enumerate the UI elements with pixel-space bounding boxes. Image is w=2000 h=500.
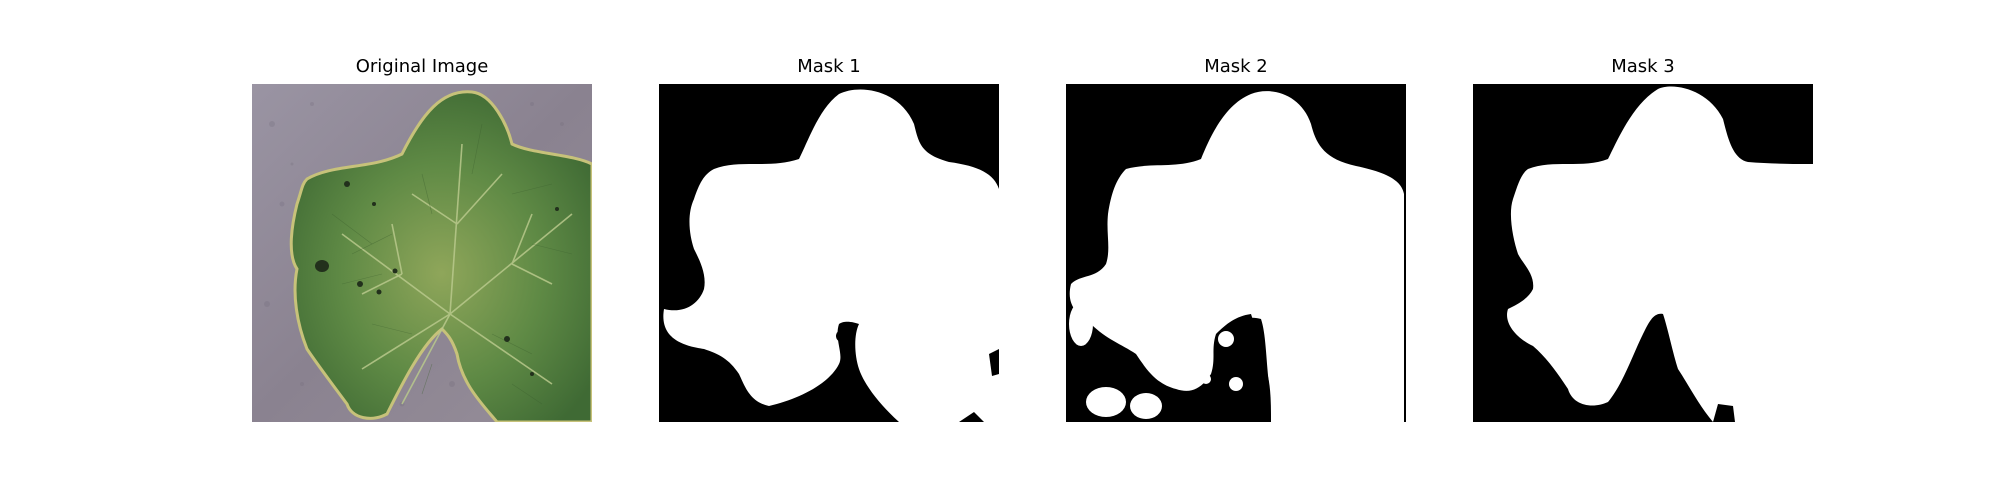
original-image xyxy=(252,84,592,422)
panel-title: Original Image xyxy=(355,56,489,77)
panel-original-image: Original Image xyxy=(252,56,592,422)
panel-title: Mask 3 xyxy=(1611,56,1675,77)
mask-image xyxy=(1066,84,1406,422)
panel-mask-3: Mask 3 xyxy=(1473,56,1813,422)
panel-mask-1: Mask 1 xyxy=(659,56,999,422)
panel-title: Mask 2 xyxy=(1204,56,1268,77)
panel-mask-2: Mask 2 xyxy=(1066,56,1406,422)
mask-image xyxy=(659,84,999,422)
mask-image xyxy=(1473,84,1813,422)
panel-title: Mask 1 xyxy=(797,56,861,77)
